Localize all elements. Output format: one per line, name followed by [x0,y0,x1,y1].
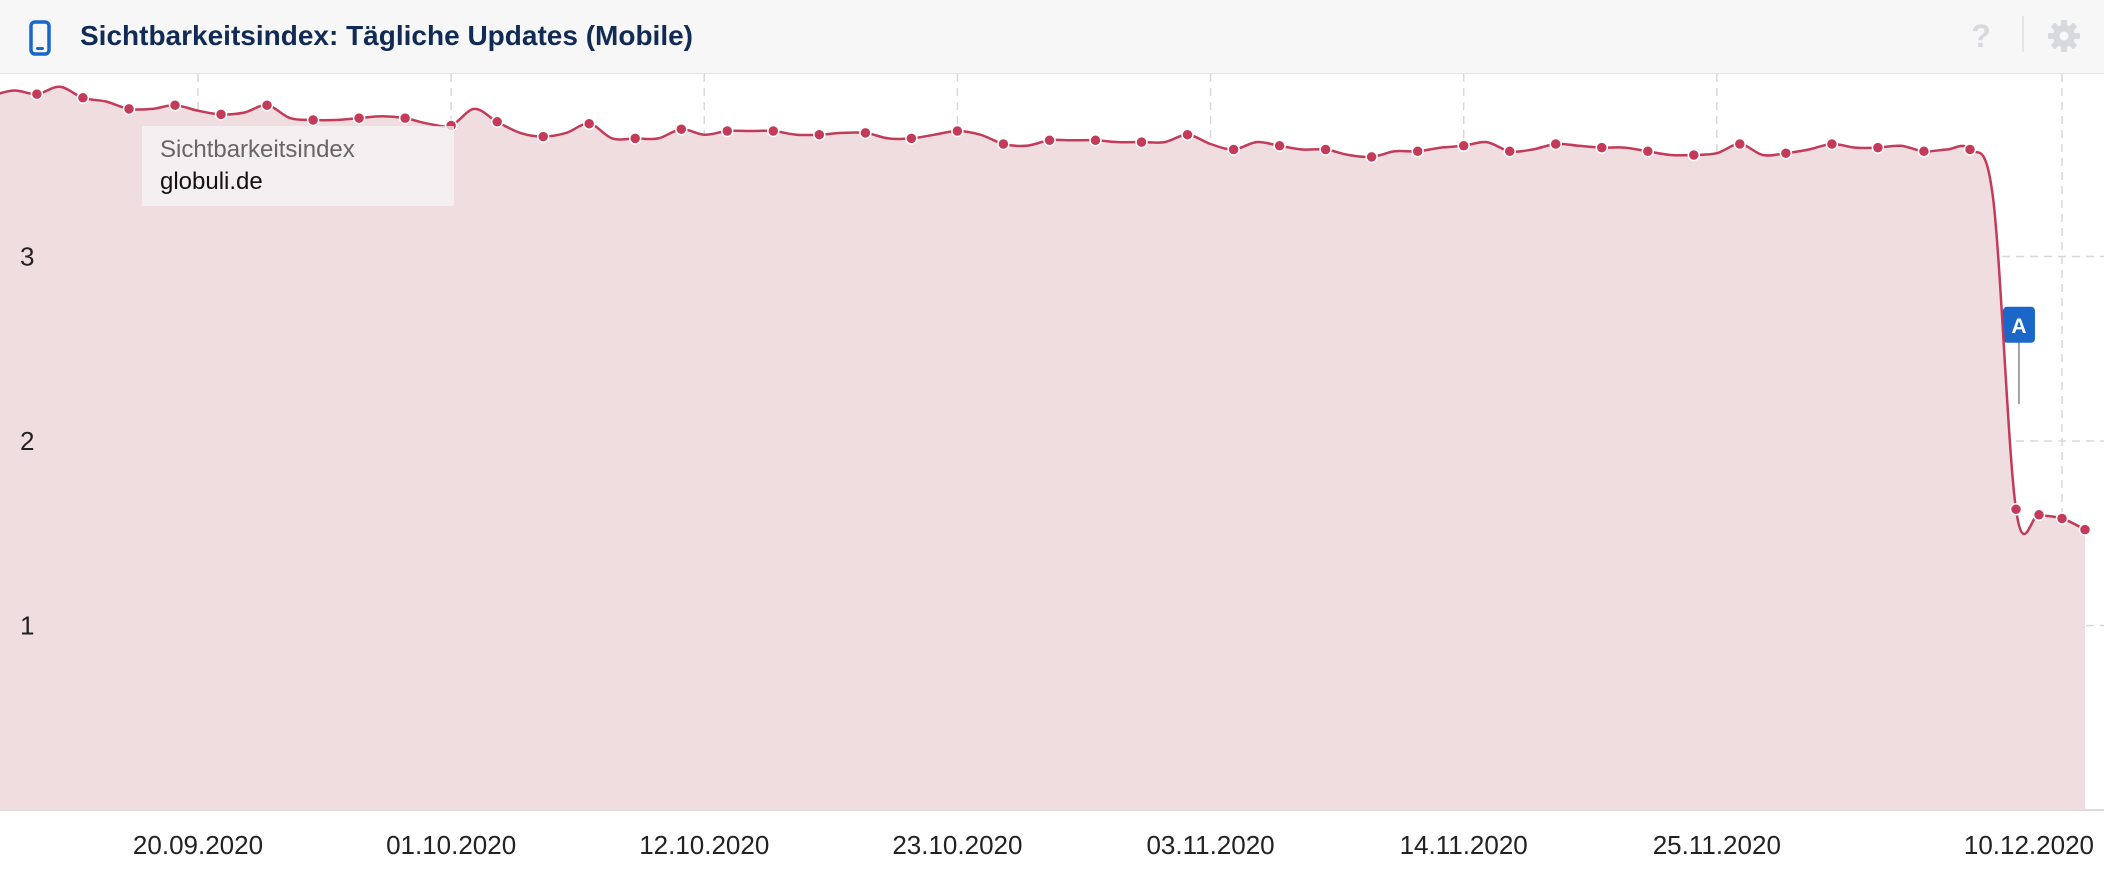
data-point[interactable] [2078,523,2092,536]
data-point[interactable] [490,115,504,129]
data-point[interactable] [1089,134,1102,147]
chart-title: Sichtbarkeitsindex: Tägliche Updates (Mo… [80,20,694,51]
data-point[interactable] [260,98,274,112]
data-point[interactable] [628,132,642,145]
x-tick-label: 23.10.2020 [892,830,1022,860]
data-point[interactable] [1779,146,1793,160]
data-point[interactable] [2009,503,2023,516]
data-point[interactable] [675,122,688,136]
data-point[interactable] [1043,134,1056,147]
data-point[interactable] [1963,143,1977,156]
data-point[interactable] [2055,512,2069,525]
data-point[interactable] [1181,128,1194,141]
hover-tooltip: Sichtbarkeitsindex globuli.de [142,126,454,206]
data-point[interactable] [352,111,366,125]
data-point[interactable] [168,98,182,112]
annotation-flag[interactable] [2002,306,2035,343]
data-point[interactable] [306,113,320,127]
data-point[interactable] [1549,137,1562,151]
data-point[interactable] [122,102,136,116]
data-point[interactable] [582,117,596,130]
data-point[interactable] [767,124,780,138]
x-tick-label: 20.09.2020 [133,830,263,860]
annotation-label: A [2011,315,2026,338]
data-point[interactable] [721,124,734,138]
tooltip-domain: globuli.de [160,168,263,195]
x-tick-label: 01.10.2020 [386,830,516,860]
data-point[interactable] [2032,508,2046,522]
data-point[interactable] [76,91,90,105]
data-point[interactable] [1135,135,1148,149]
data-point[interactable] [813,128,826,141]
data-point[interactable] [905,132,918,145]
x-tick-label: 14.11.2020 [1400,830,1528,860]
data-point[interactable] [1227,143,1240,156]
data-point[interactable] [1503,145,1516,158]
data-point[interactable] [1595,141,1609,154]
data-point[interactable] [30,87,44,101]
x-tick-label: 03.11.2020 [1146,830,1274,860]
gear-icon[interactable] [2046,18,2082,54]
data-point[interactable] [1687,148,1701,162]
data-point[interactable] [1411,145,1424,158]
data-point[interactable] [398,111,412,125]
data-point[interactable] [1871,141,1885,154]
x-tick-label: 25.11.2020 [1653,830,1781,860]
data-point[interactable] [1365,150,1378,164]
data-point[interactable] [214,108,228,121]
data-point[interactable] [1319,143,1332,156]
data-point[interactable] [1917,145,1931,158]
data-point[interactable] [951,124,964,138]
y-tick-label: 3 [20,242,34,272]
data-point[interactable] [1457,139,1470,153]
data-point[interactable] [859,126,872,140]
x-tick-label: 10.12.2020 [1964,830,2094,860]
smartphone-icon [29,20,51,56]
data-point[interactable] [1825,137,1839,151]
data-point[interactable] [536,130,550,143]
tooltip-series-label: Sichtbarkeitsindex [160,136,355,163]
y-tick-label: 2 [20,426,34,456]
data-point[interactable] [1733,137,1747,151]
data-point[interactable] [1273,139,1286,153]
series-area [0,86,2085,810]
data-point[interactable] [1641,145,1655,158]
data-point[interactable] [997,137,1010,151]
x-tick-label: 12.10.2020 [639,830,769,860]
y-tick-label: 1 [20,611,34,641]
visibility-chart: A 1 2 3 20.09.2020 01.10.2020 12.10.2020 23.1… [0,74,2104,860]
chart-header: Sichtbarkeitsindex: Tägliche Updates (Mo… [0,0,2104,74]
help-icon[interactable]: ? [1971,18,1991,54]
header-divider [2022,16,2024,52]
